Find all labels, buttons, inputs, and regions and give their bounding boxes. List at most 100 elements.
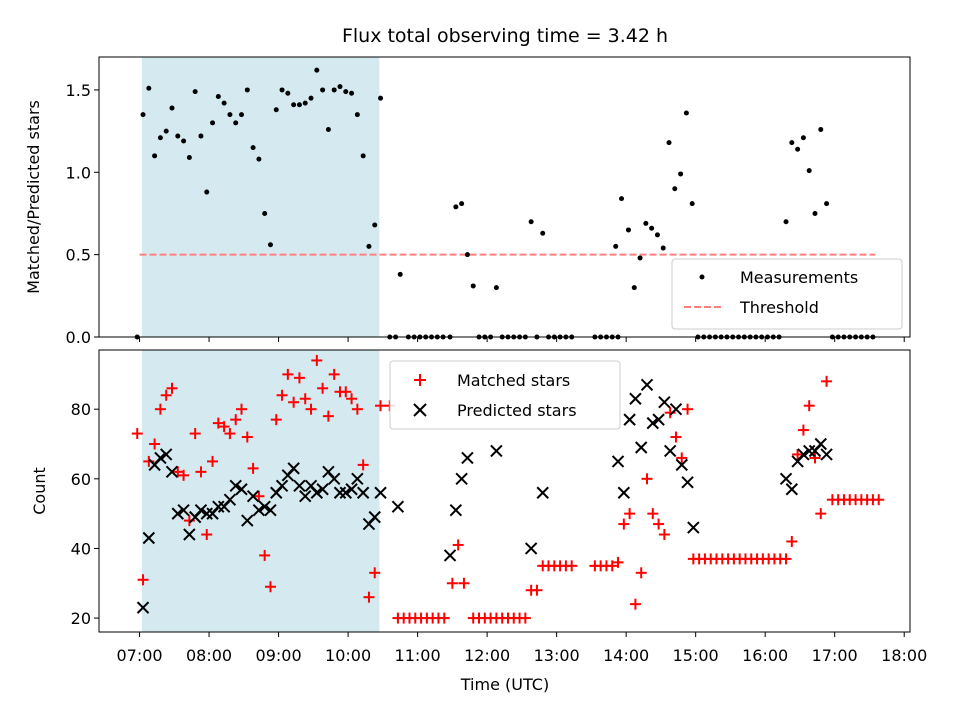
matched-star-point — [253, 490, 265, 502]
top-panel: 0.0 0.5 1.0 1.5 Matched/Predicted stars Mea… — [24, 56, 911, 347]
measurement-point — [631, 285, 637, 291]
measurement-point — [613, 243, 619, 249]
measurement-point — [459, 201, 465, 207]
top-x-ticks — [139, 337, 905, 342]
predicted-star-point — [449, 503, 463, 517]
top-panel-frame — [98, 56, 911, 338]
predicted-star-point — [194, 503, 208, 517]
legend-matched-label: Matched stars — [457, 371, 570, 390]
predicted-star-point — [345, 483, 358, 496]
predicted-star-point — [391, 500, 405, 513]
predicted-stars-points — [136, 378, 833, 614]
matched-star-point — [797, 424, 809, 436]
matched-star-point — [612, 556, 624, 568]
predicted-star-point — [536, 486, 549, 499]
measurement-point — [239, 112, 245, 118]
measurement-point — [812, 210, 818, 216]
measurement-point — [637, 255, 643, 261]
measurement-point — [337, 84, 343, 90]
y-tick-label: 20 — [71, 609, 91, 628]
measurement-point — [649, 225, 655, 231]
predicted-star-point — [611, 455, 625, 468]
top-legend-box — [671, 258, 903, 330]
predicted-star-point — [235, 483, 248, 496]
measurement-point — [683, 110, 689, 116]
predicted-star-point — [490, 444, 503, 458]
matched-star-point — [137, 574, 149, 586]
measurement-point — [163, 128, 169, 134]
predicted-star-point — [669, 402, 683, 416]
predicted-star-point — [785, 483, 799, 496]
measurement-point — [221, 100, 227, 106]
matched-star-point — [519, 612, 531, 624]
predicted-star-point — [241, 514, 254, 527]
predicted-star-point — [623, 413, 636, 426]
predicted-star-point — [327, 472, 341, 486]
measurement-point — [204, 189, 210, 195]
matched-star-point — [230, 414, 242, 426]
predicted-star-point — [252, 503, 266, 517]
legend-measurements-label: Measurements — [740, 268, 858, 287]
predicted-star-point — [814, 437, 827, 451]
measurement-point — [233, 120, 239, 126]
predicted-star-point — [461, 451, 474, 465]
measurement-point — [378, 95, 384, 101]
chart-title: Flux total observing time = 3.42 h — [342, 25, 668, 47]
matched-star-point — [780, 553, 792, 565]
predicted-star-point — [287, 462, 300, 475]
matched-star-point — [317, 382, 329, 394]
matched-star-point — [276, 389, 288, 401]
predicted-star-point — [258, 500, 271, 513]
measurement-point — [325, 126, 331, 132]
predicted-star-point — [333, 486, 347, 499]
matched-star-point — [189, 428, 201, 440]
measurement-point — [192, 89, 198, 95]
legend-matched-marker — [414, 374, 426, 386]
measurement-point — [349, 90, 355, 96]
matched-star-point — [154, 403, 166, 415]
measurement-point — [372, 222, 378, 228]
measurement-point — [152, 153, 158, 159]
y-tick-label: 1.5 — [66, 81, 91, 100]
predicted-star-point — [212, 500, 225, 513]
measurement-point — [343, 89, 349, 95]
matched-star-point — [236, 403, 248, 415]
bottom-x-ticks: 07:00 08:00 09:00 10:00 11:00 12:00 13:00 14:00… — [116, 632, 927, 665]
measurement-point — [250, 145, 256, 151]
measurement-point — [493, 285, 499, 291]
measurement-point — [528, 219, 534, 225]
predicted-star-point — [687, 521, 700, 534]
matched-star-point — [351, 403, 363, 415]
matched-star-point — [160, 389, 172, 401]
predicted-star-point — [246, 490, 260, 503]
matched-star-point — [172, 466, 184, 478]
predicted-star-point — [629, 392, 642, 405]
matched-star-point — [446, 577, 458, 589]
measurement-point — [360, 153, 366, 159]
measurement-point — [181, 138, 187, 144]
matched-star-point — [259, 549, 271, 561]
predicted-star-point — [165, 465, 179, 479]
predicted-star-point — [183, 528, 196, 541]
y-tick-label: 80 — [71, 400, 91, 419]
matched-star-point — [178, 469, 190, 481]
matched-star-point — [815, 508, 827, 520]
measurement-point — [169, 105, 175, 111]
matched-star-point — [618, 518, 630, 530]
measurement-point — [215, 94, 221, 100]
matched-star-point — [241, 431, 253, 443]
top-y-axis-label: Matched/Predicted stars — [24, 100, 43, 294]
matched-star-point — [531, 584, 543, 596]
x-tick-label: 10:00 — [325, 646, 371, 665]
matched-star-point — [293, 372, 305, 384]
matched-star-point — [821, 375, 833, 387]
top-y-ticks: 0.0 0.5 1.0 1.5 — [66, 81, 99, 347]
predicted-star-point — [802, 444, 816, 458]
y-tick-label: 60 — [71, 470, 91, 489]
matched-star-point — [792, 448, 804, 460]
predicted-star-point — [351, 472, 364, 486]
measurement-point — [244, 87, 250, 93]
predicted-star-point — [171, 507, 184, 520]
measurement-point — [806, 168, 812, 174]
predicted-star-point — [779, 472, 793, 486]
